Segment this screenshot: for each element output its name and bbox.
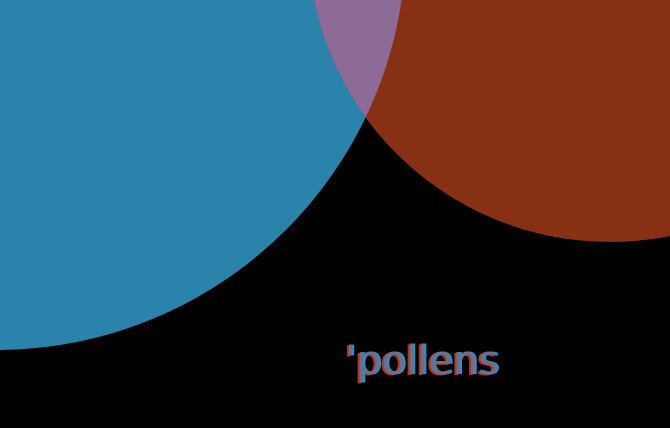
pollens-red-fringe: 'pollens — [343, 339, 497, 385]
pollens-text: 'pollens — [345, 338, 499, 384]
blue-circle — [0, 0, 402, 350]
pollens-blue-fringe: 'pollens — [347, 338, 501, 384]
brown-circle — [314, 0, 670, 242]
